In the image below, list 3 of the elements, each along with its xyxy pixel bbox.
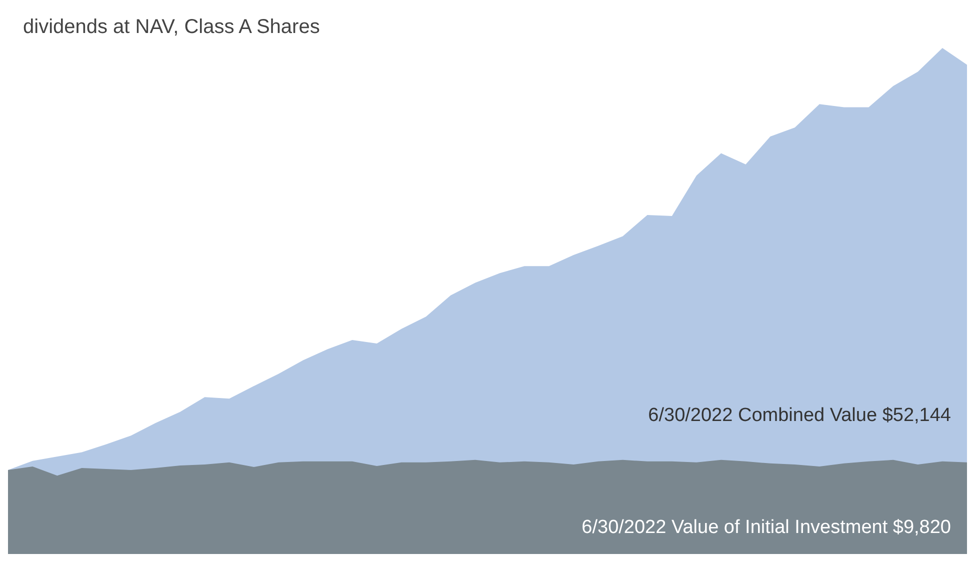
chart-title: dividends at NAV, Class A Shares bbox=[23, 16, 320, 38]
annotation: 6/30/2022 Combined Value $52,144 bbox=[648, 405, 952, 426]
annotation: 6/30/2022 Value of Initial Investment $9,820 bbox=[582, 517, 952, 538]
